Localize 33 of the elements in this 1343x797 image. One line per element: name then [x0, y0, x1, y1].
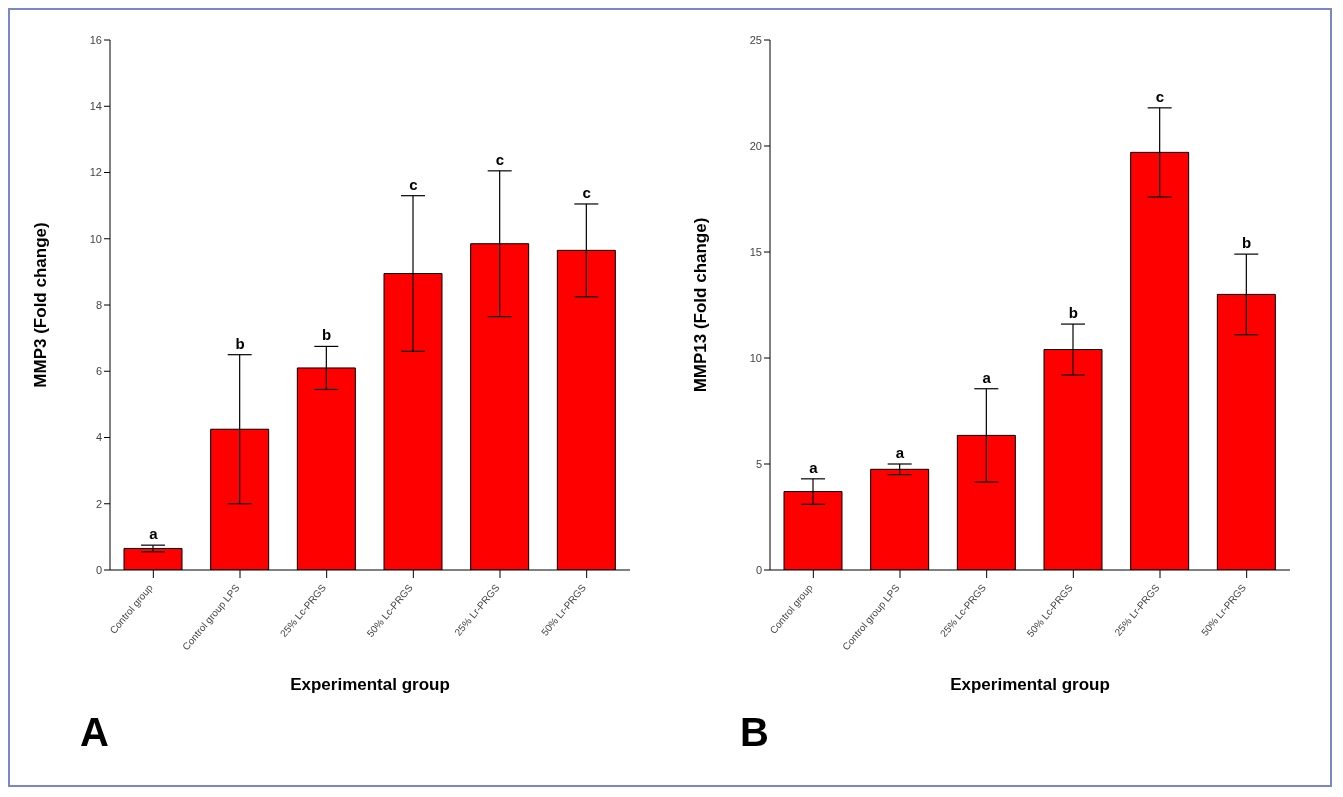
text: A — [80, 710, 109, 755]
y-tick-label: 0 — [95, 563, 102, 576]
annotation: c — [409, 175, 418, 193]
y-tick-label: 16 — [89, 33, 102, 46]
y-tick-label: 20 — [749, 139, 762, 152]
annotation: b — [322, 326, 332, 344]
y-axis-title: MMP3 (Fold change) — [31, 222, 51, 388]
annotation: a — [895, 444, 905, 461]
annotation: b — [1068, 304, 1078, 322]
y-tick-label: 12 — [89, 166, 102, 179]
x-axis-title: Experimental group — [290, 675, 450, 694]
annotation: a — [982, 368, 992, 386]
annotation: b — [1242, 234, 1252, 252]
annotation: c — [495, 150, 505, 168]
y-tick-label: 10 — [749, 351, 762, 364]
annotation: a — [809, 458, 819, 476]
y-tick-label: 15 — [749, 245, 762, 258]
annotation: b — [235, 334, 245, 352]
text: B — [740, 710, 769, 755]
annotation: c — [582, 183, 591, 201]
y-tick-label: 0 — [755, 563, 762, 576]
y-tick-label: 25 — [749, 33, 762, 46]
y-tick-label: 6 — [95, 365, 102, 378]
y-axis-title: MMP13 (Fold change) — [691, 217, 711, 393]
annotation: a — [149, 525, 159, 543]
y-tick-label: 4 — [95, 431, 102, 444]
y-tick-label: 8 — [95, 298, 102, 311]
y-tick-label: 10 — [89, 232, 102, 245]
annotation: c — [1155, 87, 1165, 105]
y-tick-label: 2 — [95, 497, 102, 510]
x-axis-title: Experimental group — [950, 675, 1110, 694]
y-tick-label: 14 — [89, 100, 102, 113]
y-tick-label: 5 — [755, 457, 762, 470]
